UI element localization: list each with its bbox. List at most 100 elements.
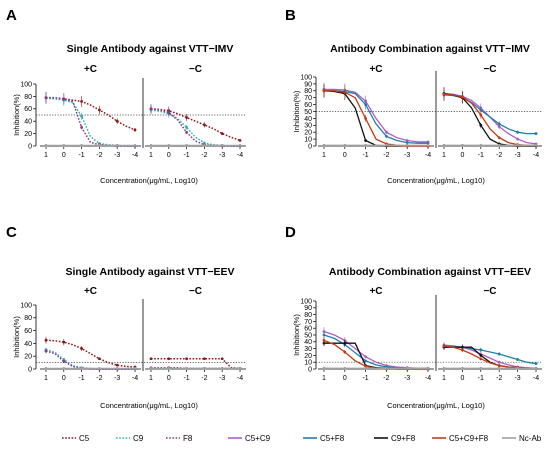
data-point-nc-ab xyxy=(115,366,119,370)
data-point-nc-ab xyxy=(220,143,224,147)
data-point-nc-ab xyxy=(238,366,242,370)
condition-label: −C xyxy=(189,286,202,297)
legend-label: C5 xyxy=(79,434,90,443)
data-point-c5 xyxy=(185,357,189,361)
data-point-c5-plus-c9-plus-f8 xyxy=(364,364,367,368)
series-line-c5-plus-f8 xyxy=(324,90,428,144)
x-tick-label: 0 xyxy=(460,152,464,159)
x-tick-label: 0 xyxy=(343,375,347,382)
x-tick-label: -1 xyxy=(478,375,484,382)
data-point-c9-plus-f8 xyxy=(343,341,347,345)
data-point-c5-plus-f8 xyxy=(364,359,367,363)
data-point-nc-ab xyxy=(149,366,153,370)
series-line-c5-plus-c9 xyxy=(323,330,428,369)
x-tick-label: -2 xyxy=(496,152,502,159)
y-tick-label: 40 xyxy=(24,341,32,348)
series-line-c5-plus-c9-plus-f8 xyxy=(443,345,536,369)
x-axis-label: Concentration(μg/mL, Log10) xyxy=(100,176,198,185)
data-point-nc-ab xyxy=(426,143,430,147)
data-point-c9 xyxy=(80,114,83,118)
legend-item-c5-plus-f8: C5+F8 xyxy=(303,434,345,443)
data-point-nc-ab xyxy=(322,143,326,147)
data-point-c5 xyxy=(62,340,66,344)
data-point-c5 xyxy=(98,108,101,112)
data-point-nc-ab xyxy=(133,143,137,147)
data-point-nc-ab xyxy=(364,143,367,147)
data-point-f8 xyxy=(167,111,171,114)
x-tick-label: -3 xyxy=(514,152,520,159)
data-point-nc-ab xyxy=(167,366,171,370)
y-tick-label: 30 xyxy=(304,123,312,130)
data-point-c5-plus-c9 xyxy=(385,130,388,134)
y-tick-label: 60 xyxy=(24,106,32,113)
y-tick-label: 80 xyxy=(304,88,312,95)
chart-title: Antibody Combination against VTT−IMV xyxy=(330,43,530,55)
x-tick-label: -4 xyxy=(533,375,539,382)
data-point-nc-ab xyxy=(405,366,409,370)
x-tick-label: -2 xyxy=(96,375,102,382)
condition-label: −C xyxy=(483,286,496,297)
data-point-f8 xyxy=(80,126,83,129)
y-tick-label: 30 xyxy=(304,346,312,353)
data-point-c5 xyxy=(238,139,242,142)
data-point-c5-plus-c9-plus-f8 xyxy=(497,364,501,367)
y-tick-label: 60 xyxy=(304,326,312,333)
y-axis-label: Inhibition(%) xyxy=(12,316,21,358)
x-tick-label: 0 xyxy=(460,375,464,382)
y-tick-label: 70 xyxy=(304,319,312,326)
data-point-c5-plus-c9 xyxy=(364,355,367,359)
x-tick-label: 0 xyxy=(62,152,66,159)
y-tick-label: 40 xyxy=(304,339,312,346)
x-tick-label: -4 xyxy=(237,152,243,159)
data-point-c5-plus-f8 xyxy=(516,358,519,361)
data-point-c5 xyxy=(220,132,224,136)
data-point-nc-ab xyxy=(343,366,347,370)
data-point-c5 xyxy=(220,357,224,361)
y-tick-label: 80 xyxy=(304,312,312,319)
y-tick-label: 100 xyxy=(300,298,312,305)
x-tick-label: 0 xyxy=(167,152,171,159)
data-point-nc-ab xyxy=(167,143,171,147)
data-point-nc-ab xyxy=(203,366,206,370)
condition-label: −C xyxy=(483,64,496,75)
x-tick-label: -3 xyxy=(114,152,120,159)
condition-label: +C xyxy=(369,64,382,75)
data-point-f8 xyxy=(44,349,48,353)
data-point-nc-ab xyxy=(44,366,48,370)
data-point-nc-ab xyxy=(133,366,137,370)
data-point-f8 xyxy=(149,107,153,111)
data-point-c5-plus-f8 xyxy=(364,103,367,106)
data-point-c5 xyxy=(133,128,137,132)
series-line-c5-plus-c9-plus-f8 xyxy=(443,93,536,146)
legend-item-c5-plus-c9-plus-f8: C5+C9+F8 xyxy=(432,434,489,443)
y-tick-label: 10 xyxy=(304,137,312,144)
series-line-c5 xyxy=(45,96,136,131)
y-tick-label: 20 xyxy=(24,354,32,361)
x-tick-label: -4 xyxy=(425,375,431,382)
x-tick-label: 0 xyxy=(167,375,171,382)
condition-label: −C xyxy=(189,64,202,75)
data-point-c9-plus-f8 xyxy=(479,123,483,127)
data-point-nc-ab xyxy=(479,366,483,370)
panel-label: A xyxy=(6,7,17,24)
series-line-f8 xyxy=(150,108,240,147)
x-tick-label: 1 xyxy=(442,152,446,159)
x-tick-label: -4 xyxy=(533,152,539,159)
x-tick-label: -3 xyxy=(219,375,225,382)
data-point-c5-plus-f8 xyxy=(322,333,326,337)
data-point-c5-plus-f8 xyxy=(497,122,501,126)
chart-title: Single Antibody against VTT−IMV xyxy=(67,43,234,55)
panel-c: C Single Antibody against VTT−EEV 0 20 40 60 8… xyxy=(6,224,246,410)
data-point-nc-ab xyxy=(385,366,388,370)
data-point-nc-ab xyxy=(442,366,446,370)
data-point-c5 xyxy=(149,357,153,361)
x-tick-label: -2 xyxy=(96,152,102,159)
y-tick-label: 60 xyxy=(304,102,312,109)
y-tick-label: 0 xyxy=(28,366,32,373)
y-tick-label: 60 xyxy=(24,328,32,335)
x-tick-label: -1 xyxy=(78,375,84,382)
data-point-c5-plus-c9-plus-f8 xyxy=(364,117,367,120)
y-tick-label: 0 xyxy=(308,143,312,150)
data-point-c5 xyxy=(44,338,48,342)
